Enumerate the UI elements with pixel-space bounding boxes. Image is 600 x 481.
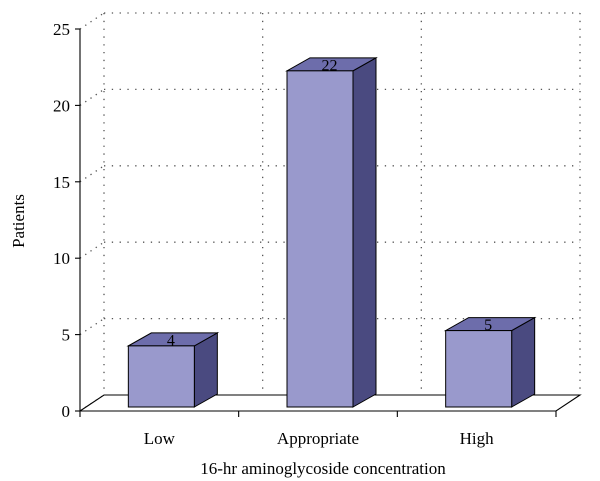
- x-tick-label: Appropriate: [277, 429, 359, 448]
- bar-side: [511, 316, 536, 408]
- y-tick-label: 10: [53, 249, 70, 268]
- chart-axes: [75, 28, 557, 417]
- chart-bars: [126, 56, 537, 408]
- data-label: 22: [322, 57, 338, 74]
- bar-low: [126, 332, 220, 408]
- gridline-wall: [79, 241, 105, 259]
- chart-labels: 0 5 10 15 20 25 4 Low 22 Appropriate 5 High: [53, 20, 494, 448]
- data-label: 5: [484, 317, 492, 334]
- chart-gridlines: [79, 12, 581, 412]
- y-tick-label: 20: [53, 96, 70, 115]
- data-label: 4: [167, 332, 175, 349]
- bar-front: [286, 70, 354, 408]
- bar-front: [445, 330, 513, 408]
- bar-appropriate: [285, 56, 378, 408]
- gridline-wall: [79, 318, 105, 336]
- gridline-wall: [79, 12, 105, 30]
- y-axis-title: Patients: [9, 194, 28, 248]
- bar-front: [127, 345, 195, 408]
- y-tick-label: 0: [62, 402, 71, 421]
- x-tick-label: High: [460, 429, 495, 448]
- gridline-wall: [79, 165, 105, 183]
- bar-high: [443, 316, 537, 408]
- bar-side: [352, 56, 377, 408]
- y-tick-label: 25: [53, 20, 70, 39]
- x-tick-label: Low: [144, 429, 176, 448]
- x-axis-title: 16-hr aminoglycoside concentration: [200, 459, 446, 478]
- gridline-wall: [79, 88, 105, 106]
- y-tick-label: 15: [53, 173, 70, 192]
- y-tick-label: 5: [62, 326, 71, 345]
